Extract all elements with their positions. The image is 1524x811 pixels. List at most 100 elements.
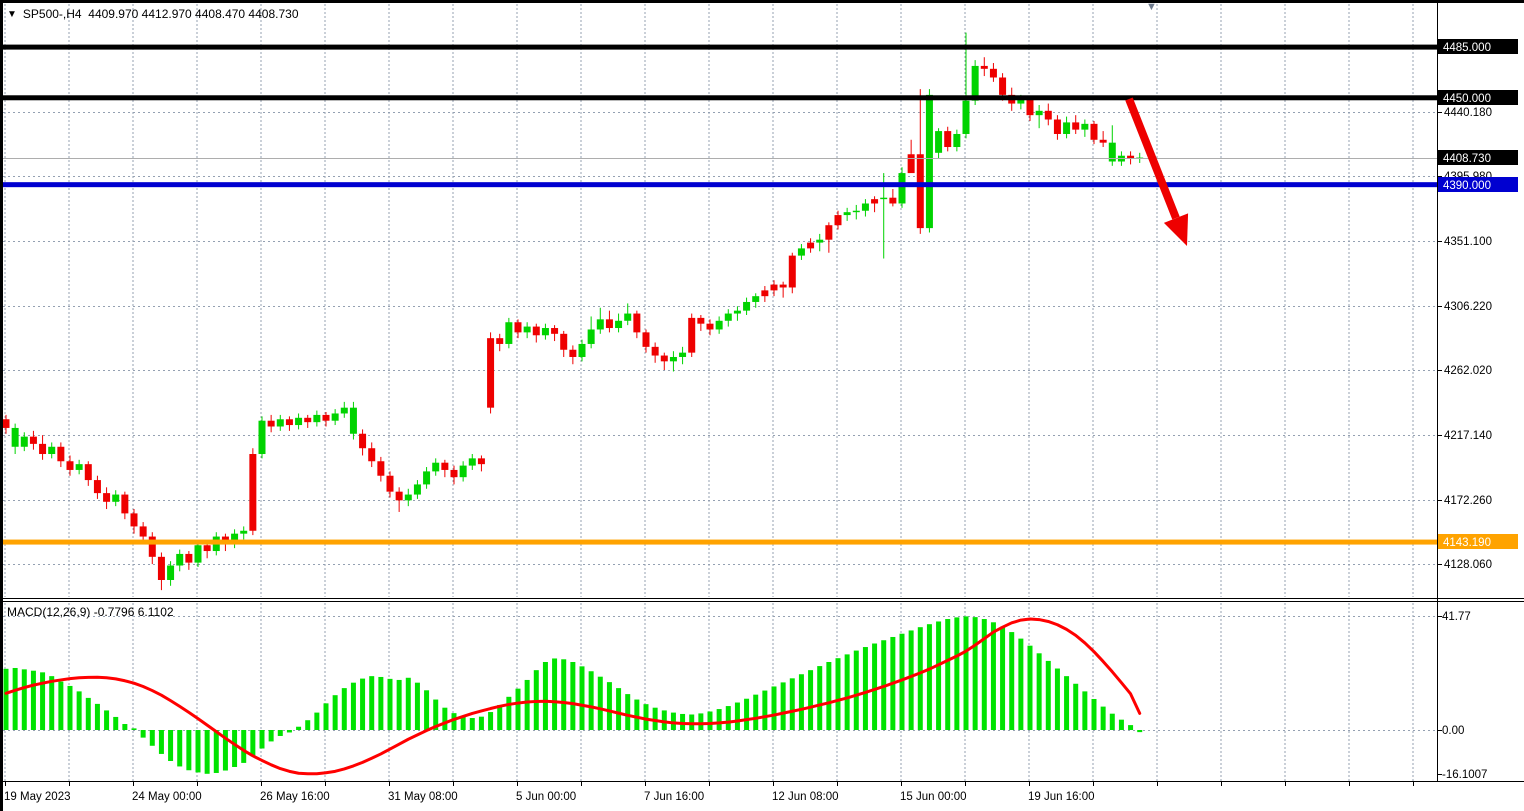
candle bbox=[285, 416, 293, 431]
candle bbox=[679, 346, 687, 365]
macd-histogram-bar bbox=[213, 730, 219, 773]
macd-scale-label: -16.1007 bbox=[1442, 769, 1487, 781]
macd-histogram-bar bbox=[561, 659, 567, 730]
line-objects[interactable] bbox=[3, 44, 1437, 545]
candle bbox=[907, 139, 915, 174]
price-badge-label: 4408.730 bbox=[1443, 153, 1491, 165]
candle-body bbox=[962, 100, 970, 134]
macd-histogram-bar bbox=[186, 730, 192, 771]
candle bbox=[587, 316, 595, 349]
candle-body bbox=[148, 536, 156, 557]
hline-support-4143[interactable] bbox=[3, 539, 1437, 545]
macd-histogram-bar bbox=[963, 616, 969, 730]
price-badge bbox=[1438, 534, 1518, 549]
candle bbox=[413, 480, 421, 499]
macd-histogram-bar bbox=[625, 694, 631, 730]
hline-resistance-4485[interactable] bbox=[3, 44, 1437, 50]
macd-histogram-bar bbox=[442, 707, 448, 730]
macd-histogram-bar bbox=[396, 679, 402, 730]
macd-histogram-bar bbox=[195, 730, 201, 773]
macd-histogram-bar bbox=[862, 647, 868, 730]
macd-histogram-bar bbox=[634, 699, 640, 730]
time-label: 7 Jun 16:00 bbox=[644, 791, 704, 803]
candle bbox=[157, 552, 165, 591]
candle-body bbox=[907, 154, 915, 174]
trend-arrow-object[interactable] bbox=[1125, 97, 1189, 246]
candle-body bbox=[121, 494, 129, 514]
macd-histogram-bar bbox=[360, 678, 366, 730]
candle-body bbox=[605, 319, 613, 329]
candle-body bbox=[93, 480, 101, 494]
candle-body bbox=[679, 352, 687, 357]
macd-histogram-bar bbox=[762, 690, 768, 730]
macd-histogram-bar bbox=[789, 678, 795, 730]
candle bbox=[29, 430, 37, 450]
candle bbox=[843, 207, 851, 221]
price-axis[interactable]: 4440.1804395.9804351.1004306.2204262.020… bbox=[1437, 39, 1518, 781]
macd-histogram-bar bbox=[734, 702, 740, 730]
macd-histogram-bar bbox=[515, 688, 521, 730]
candle-body bbox=[715, 320, 723, 330]
candle-body bbox=[84, 464, 92, 481]
candle bbox=[148, 532, 156, 565]
macd-histogram-bar bbox=[296, 726, 302, 730]
candle bbox=[752, 293, 760, 308]
candle-body bbox=[267, 420, 275, 427]
macd-histogram-bar bbox=[3, 668, 9, 730]
candle-body bbox=[322, 414, 330, 421]
macd-histogram-bar bbox=[798, 674, 804, 730]
candle-body bbox=[194, 545, 202, 563]
macd-histogram-bar bbox=[85, 697, 91, 730]
candle-body bbox=[523, 326, 531, 333]
macd-histogram-bar bbox=[113, 716, 119, 730]
candle-body bbox=[1127, 155, 1135, 159]
candle bbox=[669, 351, 677, 372]
macd-histogram-bar bbox=[780, 682, 786, 730]
macd-histogram-bar bbox=[268, 730, 274, 742]
macd-histogram-bar bbox=[670, 712, 676, 730]
macd-histogram-bar bbox=[332, 695, 338, 730]
candle bbox=[322, 412, 330, 427]
hline-support-4390[interactable] bbox=[3, 182, 1437, 188]
price-badge-label: 4450.000 bbox=[1443, 93, 1491, 105]
macd-histogram-bar bbox=[606, 682, 612, 730]
macd-histogram-bar bbox=[1137, 730, 1143, 733]
ohlc-readout: 4409.970 4412.970 4408.470 4408.730 bbox=[88, 7, 299, 21]
macd-histogram-bar bbox=[808, 670, 814, 730]
price-badge bbox=[1438, 177, 1518, 192]
macd-histogram-bar bbox=[460, 716, 466, 730]
candle bbox=[313, 410, 321, 427]
candle-body bbox=[313, 414, 321, 423]
macd-histogram-bar bbox=[1100, 706, 1106, 730]
candle bbox=[139, 522, 147, 543]
time-axis[interactable]: 19 May 2023 24 May 00:00 26 May 16:00 31 Ma… bbox=[4, 781, 1414, 803]
candle-body bbox=[20, 436, 28, 447]
candle bbox=[889, 189, 897, 207]
candle-body bbox=[733, 310, 741, 314]
chart-title: ▼ SP500-,H4 4409.970 4412.970 4408.470 44… bbox=[7, 7, 299, 21]
macd-histogram-bar bbox=[1000, 626, 1006, 730]
candle bbox=[560, 330, 568, 357]
candle bbox=[103, 487, 111, 510]
candle bbox=[57, 442, 65, 468]
arrow-head[interactable] bbox=[1163, 213, 1189, 246]
macd-histogram-bar bbox=[49, 676, 55, 730]
hline-resistance-4450[interactable] bbox=[3, 95, 1437, 101]
candle bbox=[788, 252, 796, 294]
macd-histogram-bar bbox=[1036, 653, 1042, 730]
candle bbox=[642, 329, 650, 353]
arrow-shaft[interactable] bbox=[1125, 97, 1180, 220]
candle bbox=[66, 455, 74, 476]
candle bbox=[84, 461, 92, 486]
price-label: 4440.180 bbox=[1444, 107, 1492, 119]
macd-histogram-bar bbox=[222, 730, 228, 771]
candle-body bbox=[916, 154, 924, 229]
candle bbox=[925, 89, 933, 233]
title-triangle-icon: ▼ bbox=[7, 9, 17, 20]
candle-body bbox=[487, 338, 495, 408]
time-label: 24 May 00:00 bbox=[132, 791, 202, 803]
